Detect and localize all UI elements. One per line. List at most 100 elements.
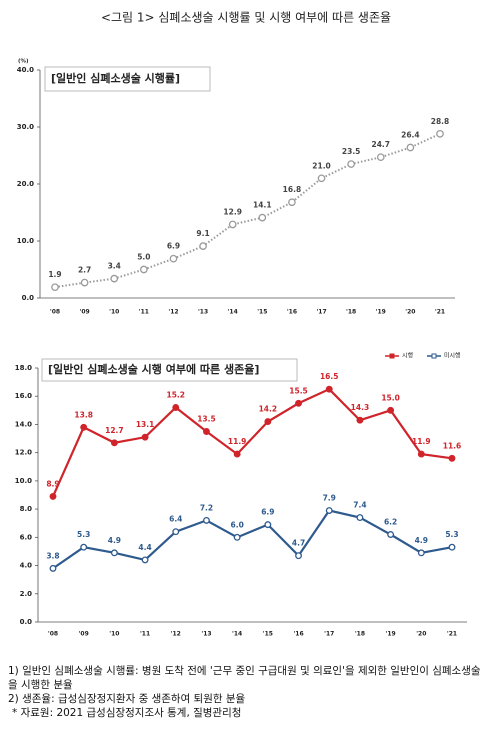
y-tick-label: 20.0 [17,180,34,188]
value-label: 7.9 [323,494,336,503]
marker [436,129,444,138]
value-label: 13.5 [197,415,216,424]
series-line [54,132,441,289]
x-tick-label: '17 [324,631,334,638]
value-label: 1.9 [48,270,61,279]
x-tick-label: '09 [80,309,90,316]
marker [110,439,118,447]
y-tick-label: 10.0 [17,237,34,245]
x-tick-label: '10 [109,309,119,316]
x-tick-label: '18 [346,309,356,316]
value-label: 16.8 [283,185,302,194]
chart-title: [일반인 심폐소생술 시행률] [51,71,180,85]
y-tick-label: 2.0 [20,590,33,598]
marker [325,507,333,514]
y-tick-label: 18.0 [15,364,32,372]
legend-label: 미시행 [444,352,461,360]
value-label: 4.7 [292,539,305,548]
x-tick-label: '10 [109,631,119,638]
value-label: 11.6 [443,441,462,450]
marker [141,556,149,564]
x-tick-label: '18 [355,631,365,638]
y-tick-label: 16.0 [15,392,32,400]
legend-marker [389,353,395,359]
value-label: 11.9 [228,437,247,446]
legend-marker [431,353,437,359]
marker [172,528,180,536]
marker [317,174,326,183]
x-tick-label: '09 [79,631,89,638]
chart-title-box [44,66,211,92]
marker [199,242,207,250]
marker [49,564,57,572]
note: 1) 일반인 심폐소생술 시행률: 병원 도착 전에 '근무 중인 구급대원 및… [8,665,481,691]
y-tick-label: 14.0 [15,420,32,428]
marker [141,433,149,441]
marker [295,399,302,407]
x-tick-label: '19 [376,309,386,316]
value-label: 8.9 [46,479,59,488]
x-tick-label: '17 [316,309,326,316]
figure-title: <그림 1> 심폐소생술 시행률 및 시행 여부에 따른 생존율 [101,10,391,25]
value-label: 23.5 [342,147,361,156]
value-label: 6.2 [384,518,397,527]
marker [356,514,364,522]
x-tick-label: '11 [139,309,149,316]
value-label: 7.2 [200,503,213,512]
note: 2) 생존율: 급성심장정지환자 중 생존하여 퇴원한 분율 [8,693,246,705]
value-label: 6.0 [231,520,244,529]
value-label: 12.9 [223,207,242,216]
value-label: 4.9 [415,536,428,545]
marker [110,274,119,283]
value-label: 14.2 [259,405,278,414]
marker [258,213,267,222]
x-tick-label: '12 [171,631,181,638]
value-label: 7.4 [353,501,366,510]
marker [233,533,241,541]
value-label: 6.9 [261,508,274,517]
x-tick-label: '16 [287,309,297,316]
y-tick-label: 10.0 [15,477,32,485]
notes: 1) 일반인 심폐소생술 시행률: 병원 도착 전에 '근무 중인 구급대원 및… [8,664,486,720]
value-label: 15.0 [381,393,400,402]
x-tick-label: '11 [140,631,150,638]
value-label: 26.4 [401,131,420,140]
marker [264,418,272,426]
legend-label: 시행 [402,352,413,360]
y-tick-label: 6.0 [20,533,33,541]
x-tick-label: '21 [447,631,457,638]
charts: <그림 1> 심폐소생술 시행률 및 시행 여부에 따른 생존율 (%) 0.0 1… [15,10,467,638]
value-label: 3.4 [108,262,121,271]
marker [233,450,241,458]
marker [110,549,118,557]
chart-title-box [41,358,298,382]
y-tick-label: 0.0 [22,294,35,302]
marker [288,198,296,207]
series-line [51,387,453,497]
value-label: 4.9 [108,536,121,545]
value-label: 14.3 [351,403,370,412]
marker [417,549,425,557]
x-tick-label: '15 [257,309,267,316]
value-label: 14.1 [253,201,272,210]
marker [376,153,385,162]
marker [295,552,302,560]
x-tick-label: '12 [168,309,178,316]
marker [325,385,333,393]
x-tick-label: '16 [293,631,303,638]
note: * 자료원: 2021 급성심장정지조사 통계, 질병관리청 [12,707,242,719]
marker [51,283,59,292]
value-label: 5.0 [137,253,150,262]
marker [49,492,57,500]
series-line [52,509,453,570]
marker [169,254,178,263]
value-label: 21.0 [312,161,331,170]
y-unit: (%) [18,59,29,65]
marker [172,404,180,411]
x-tick-label: '08 [50,309,60,316]
x-tick-label: '14 [228,309,238,316]
y-tick-label: 8.0 [20,505,33,513]
value-label: 16.5 [320,372,339,381]
x-tick-label: '13 [198,309,208,316]
